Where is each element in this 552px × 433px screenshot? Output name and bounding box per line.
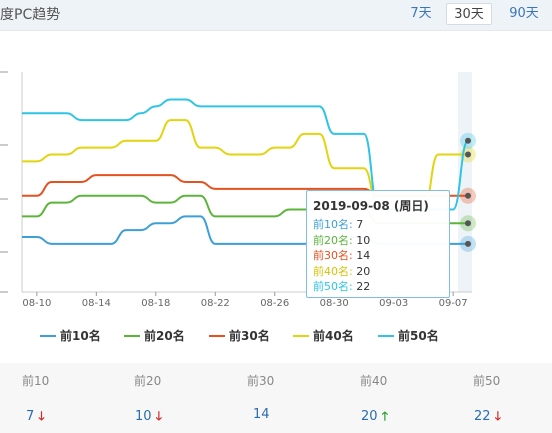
stat-number: 22 <box>474 409 491 424</box>
stat-value-top50[interactable]: 22 🡓 <box>474 407 501 428</box>
tooltip-value: 20 <box>356 264 371 278</box>
stat-number: 10 <box>135 409 152 424</box>
range-7-days-button[interactable]: 7天 <box>410 6 432 21</box>
x-tick-label: 08-26 <box>260 298 289 309</box>
stat-label-top30: 前30 <box>247 374 275 388</box>
stat-number: 14 <box>253 407 270 422</box>
tooltip-value: 7 <box>356 218 364 231</box>
legend-label: 前50名 <box>398 328 439 343</box>
range-30-days-button[interactable]: 30天 <box>446 3 492 25</box>
tooltip-label: 前10名: <box>313 218 353 231</box>
stat-label-top50: 前50 <box>473 374 501 388</box>
stat-label-top20: 前20 <box>134 374 162 388</box>
legend-label: 前10名 <box>60 328 101 343</box>
tooltip-value: 10 <box>356 233 371 247</box>
tooltip-row: 前10名: 7 <box>313 217 443 233</box>
hover-point <box>465 151 471 158</box>
hover-point <box>465 240 471 247</box>
stat-value-top40[interactable]: 20 🡑 <box>361 407 388 428</box>
x-tick-label: 08-22 <box>201 298 230 309</box>
stat-label-top10: 前10 <box>22 374 50 388</box>
legend-label: 前20名 <box>144 328 185 343</box>
x-tick-label: 09-07 <box>439 298 468 309</box>
arrow-down-icon: 🡓 <box>155 409 162 423</box>
stat-number: 7 <box>26 409 35 424</box>
x-tick-label: 08-10 <box>22 298 51 309</box>
hover-column-highlight <box>458 72 472 292</box>
tooltip-label: 前30名: <box>313 249 353 262</box>
x-tick-label: 08-14 <box>82 298 111 309</box>
rank-trend-chart[interactable]: 08-10 08-14 08-18 08-22 08-26 08-30 09-03 09-07… <box>0 32 552 352</box>
hover-point <box>465 192 471 199</box>
tooltip-row: 前30名: 14 <box>313 248 443 264</box>
legend-label: 前30名 <box>229 328 270 343</box>
summary-panel <box>0 363 552 433</box>
stat-value-top10[interactable]: 7 🡓 <box>26 407 45 428</box>
hover-point <box>465 220 471 227</box>
tooltip-row: 前50名: 22 <box>313 279 443 295</box>
tooltip-value: 14 <box>356 249 371 262</box>
tooltip-label: 前20名: <box>313 233 353 247</box>
tooltip-label: 前40名: <box>313 264 353 278</box>
stat-value-top20[interactable]: 10 🡓 <box>135 407 162 428</box>
stat-number: 20 <box>361 409 378 424</box>
tooltip-date: 2019-09-08 (周日) <box>313 199 429 213</box>
stat-label-top40: 前40 <box>360 374 388 388</box>
arrow-down-icon: 🡓 <box>494 409 501 423</box>
chart-header: 度PC趋势 7天 30天 90天 <box>0 0 552 31</box>
x-tick-label: 08-30 <box>320 298 349 309</box>
range-90-days-button[interactable]: 90天 <box>509 6 539 21</box>
legend-label: 前40名 <box>313 328 354 343</box>
x-tick-label: 09-03 <box>379 298 408 309</box>
tooltip-label: 前50名: <box>313 280 353 293</box>
page-title: 度PC趋势 <box>0 7 61 23</box>
hover-point <box>465 137 471 144</box>
tooltip-row: 前40名: 20 <box>313 264 443 280</box>
tooltip-value: 22 <box>356 280 371 293</box>
arrow-up-icon: 🡑 <box>381 409 388 423</box>
x-tick-label: 08-18 <box>141 298 170 309</box>
stat-value-top30[interactable]: 14 <box>253 407 270 422</box>
chart-tooltip: 2019-09-08 (周日) 前10名: 7 前20名: 10 前30名: 1… <box>306 190 450 298</box>
tooltip-row: 前20名: 10 <box>313 233 443 249</box>
arrow-down-icon: 🡓 <box>38 409 45 423</box>
